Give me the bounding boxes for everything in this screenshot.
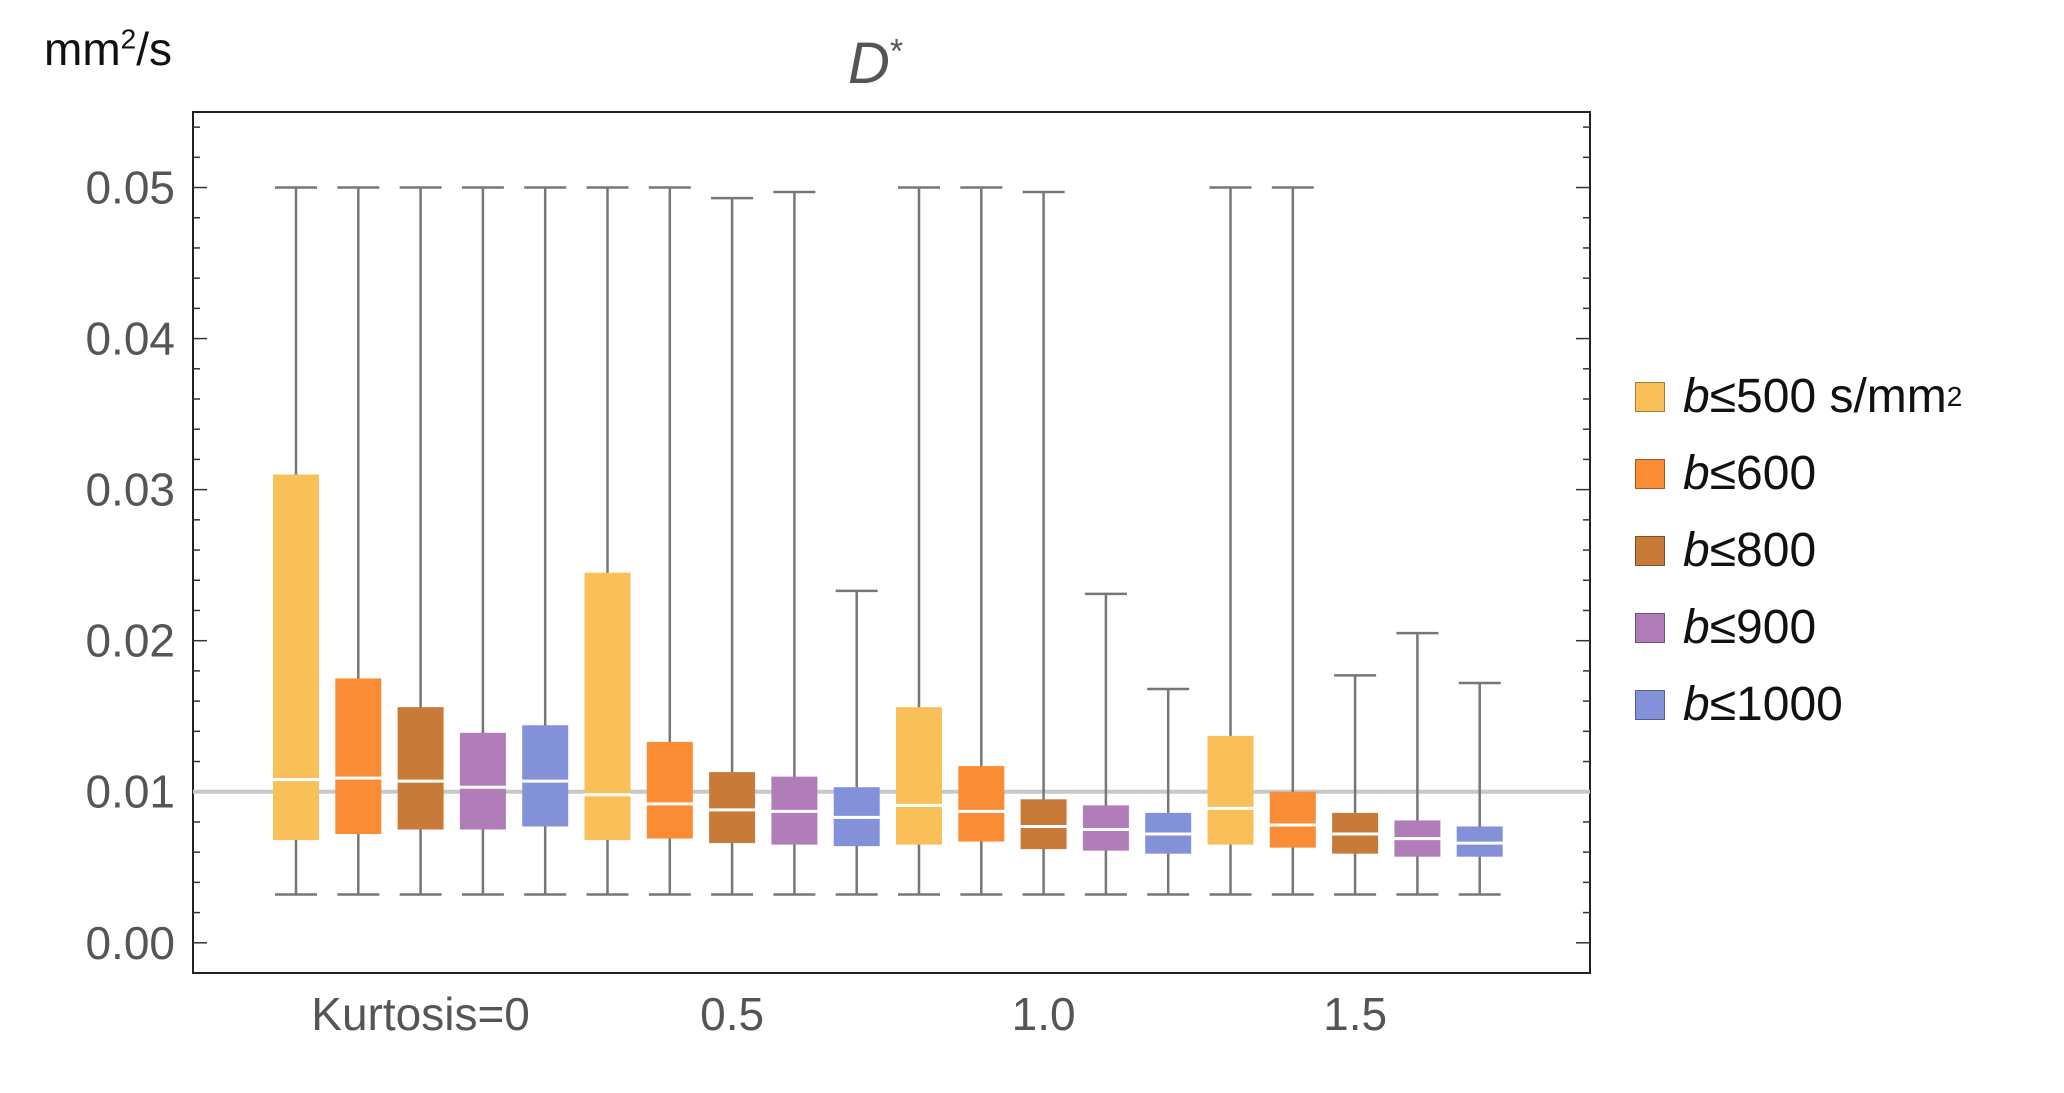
plot-frame bbox=[192, 111, 1591, 974]
box bbox=[1020, 799, 1067, 850]
legend-swatch bbox=[1635, 689, 1665, 720]
y-unit-label: mm2/s bbox=[44, 22, 172, 76]
y-tick-label: 0.05 bbox=[85, 162, 175, 214]
legend-label: ≤900 bbox=[1709, 601, 1817, 654]
box bbox=[335, 678, 382, 835]
legend-swatch bbox=[1635, 612, 1665, 643]
box bbox=[1269, 791, 1316, 848]
legend-item-b600: b ≤600 bbox=[1635, 435, 1962, 512]
legend: b ≤500 s/mm 2 b ≤600 b ≤800 b ≤900 b ≤1000 bbox=[1635, 358, 1962, 743]
legend-prefix: b bbox=[1683, 447, 1710, 500]
chart-title: D* bbox=[848, 30, 903, 97]
legend-item-b800: b ≤800 bbox=[1635, 512, 1962, 589]
legend-label-superscript: 2 bbox=[1946, 380, 1963, 412]
y-tick-label: 0.04 bbox=[85, 313, 175, 365]
legend-label: ≤500 s/mm bbox=[1709, 370, 1947, 423]
x-tick-label: 1.5 bbox=[1323, 988, 1387, 1040]
chart-title-superscript: * bbox=[889, 32, 904, 71]
legend-label: ≤600 bbox=[1709, 447, 1817, 500]
legend-item-b500: b ≤500 s/mm 2 bbox=[1635, 358, 1962, 435]
legend-label: ≤800 bbox=[1709, 524, 1817, 577]
box bbox=[896, 707, 942, 845]
legend-item-b900: b ≤900 bbox=[1635, 589, 1962, 666]
legend-swatch bbox=[1635, 458, 1665, 489]
x-tick-label: 1.0 bbox=[1012, 988, 1076, 1040]
y-tick-label: 0.02 bbox=[85, 615, 175, 667]
box bbox=[584, 572, 631, 841]
box bbox=[397, 707, 444, 830]
x-tick-label: Kurtosis=0 bbox=[311, 988, 530, 1040]
y-tick-label: 0.03 bbox=[85, 464, 175, 516]
box bbox=[1207, 735, 1254, 845]
y-tick-label: 0.01 bbox=[85, 766, 175, 818]
box bbox=[273, 474, 319, 841]
unit-tail: /s bbox=[136, 23, 172, 75]
legend-item-b1000: b ≤1000 bbox=[1635, 666, 1962, 743]
box bbox=[522, 725, 569, 827]
legend-prefix: b bbox=[1683, 524, 1710, 577]
box bbox=[709, 772, 756, 844]
legend-label: ≤1000 bbox=[1709, 678, 1843, 731]
unit-text: mm bbox=[44, 23, 121, 75]
chart-title-main: D bbox=[848, 31, 890, 96]
legend-swatch bbox=[1635, 535, 1665, 566]
legend-swatch bbox=[1635, 381, 1665, 412]
box bbox=[1456, 826, 1503, 857]
y-tick-label: 0.00 bbox=[85, 917, 175, 969]
x-tick-label: 0.5 bbox=[700, 988, 764, 1040]
legend-prefix: b bbox=[1683, 601, 1710, 654]
legend-prefix: b bbox=[1683, 678, 1710, 731]
legend-prefix: b bbox=[1683, 370, 1710, 423]
box bbox=[958, 766, 1005, 842]
box bbox=[459, 732, 506, 830]
unit-superscript: 2 bbox=[120, 23, 137, 55]
box bbox=[646, 741, 693, 839]
box bbox=[1082, 805, 1129, 851]
